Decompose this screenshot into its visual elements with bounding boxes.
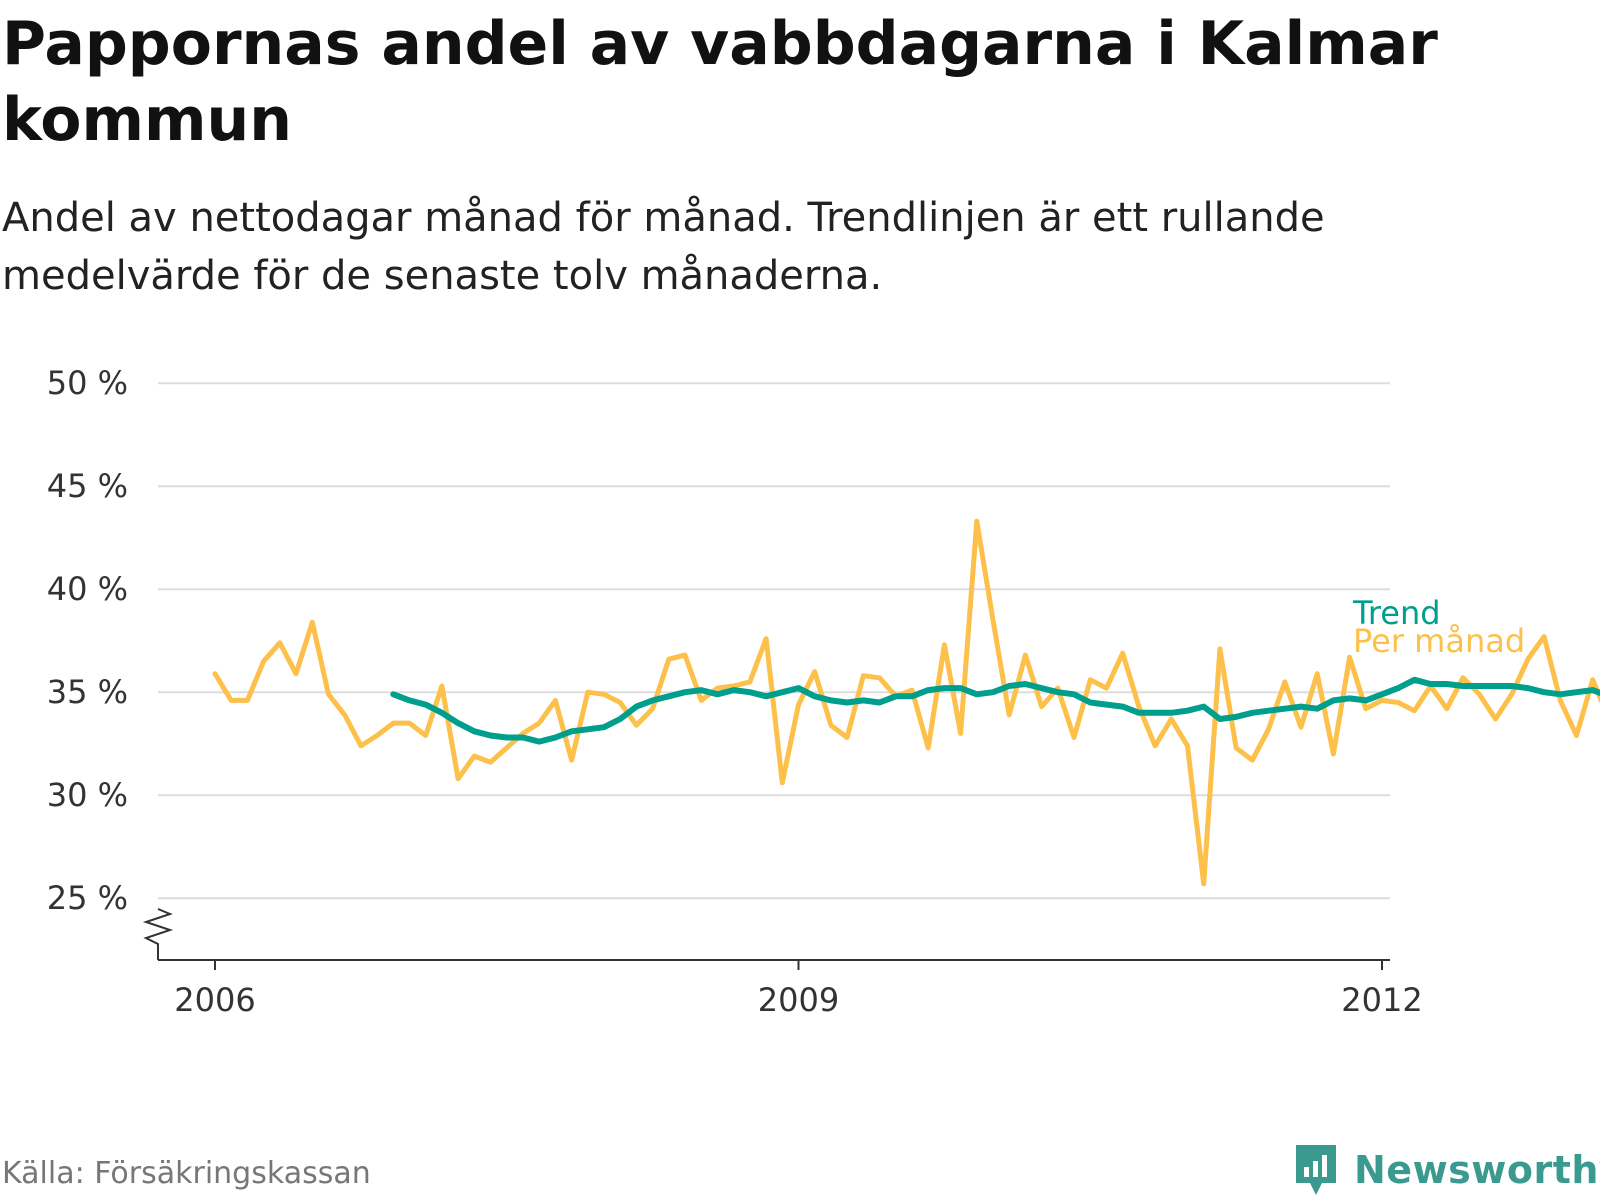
series-lines [212, 518, 1600, 887]
y-tick-label: 40 % [47, 570, 128, 608]
brand-name: Newsworthy [1354, 1148, 1600, 1192]
trend-series-line [390, 676, 1600, 745]
x-axis-ticks: 2006200920122015201820212023 [174, 960, 1423, 1019]
y-axis-ticks: 25 % 30 % 35 % 40 % 45 % 50 % [47, 364, 128, 917]
trend-label: Trend [1352, 594, 1441, 632]
monthly-series-line [212, 518, 1600, 887]
source-note: Källa: Försäkringskassan [2, 1156, 371, 1191]
chart-title: Pappornas andel av vabbdagarna i Kalmar … [2, 9, 1438, 155]
y-tick-label: 45 % [47, 467, 128, 505]
y-tick-label: 35 % [47, 673, 128, 711]
x-axis [142, 908, 1390, 961]
y-tick-label: 50 % [47, 364, 128, 402]
y-tick-label: 30 % [47, 776, 128, 814]
brand-logo[interactable]: Newsworthy [1292, 1140, 1600, 1200]
y-tick-label: 25 % [47, 879, 128, 917]
chart-subtitle: Andel av nettodagar månad för månad. Tre… [2, 195, 1325, 299]
x-tick-label: 2006 [174, 981, 255, 1019]
newsworthy-logo-icon [1296, 1145, 1336, 1195]
x-tick-label: 2009 [758, 981, 839, 1019]
x-tick-label: 2012 [1341, 981, 1422, 1019]
gridlines [158, 382, 1390, 900]
axis-break-icon [142, 908, 174, 960]
monthly-label: Per månad [1353, 622, 1525, 660]
